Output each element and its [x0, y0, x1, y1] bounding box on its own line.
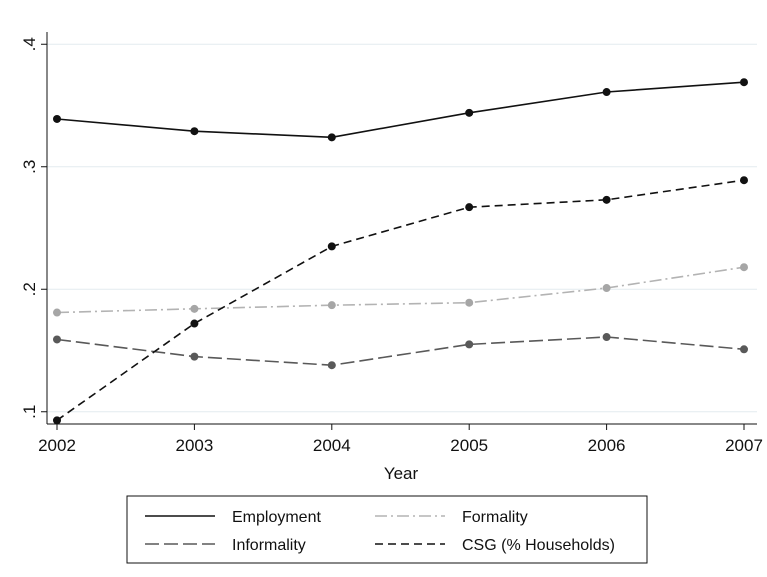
data-point-csg-households — [740, 176, 748, 185]
x-tick-label: 2004 — [313, 436, 351, 455]
y-tick-label: .4 — [20, 37, 39, 51]
y-tick-label: .1 — [20, 405, 39, 419]
data-point-employment — [602, 88, 611, 97]
x-tick-label: 2003 — [175, 436, 213, 455]
data-point-informality — [740, 345, 748, 354]
data-point-csg-households — [53, 416, 61, 425]
legend-label-informality: Informality — [232, 537, 306, 554]
gridlines — [47, 43, 757, 413]
data-point-employment — [465, 108, 474, 117]
data-point-formality — [53, 308, 61, 317]
x-tick-label: 2002 — [38, 436, 76, 455]
data-point-formality — [740, 263, 748, 272]
data-point-formality — [465, 298, 474, 307]
legend-label-formality: Formality — [462, 509, 528, 526]
data-point-csg-households — [190, 319, 199, 328]
legend-label-employment: Employment — [232, 509, 321, 526]
data-point-employment — [53, 114, 61, 123]
legend-box — [126, 495, 648, 564]
series-line-informality — [56, 336, 745, 367]
x-tick-label: 2006 — [588, 436, 626, 455]
data-point-informality — [327, 361, 336, 370]
data-point-formality — [190, 304, 199, 313]
y-tick-label: .3 — [20, 160, 39, 174]
data-point-informality — [53, 335, 61, 344]
series-lines — [53, 78, 748, 425]
data-point-csg-households — [602, 195, 611, 204]
x-tick-label: 2007 — [725, 436, 763, 455]
data-point-informality — [602, 333, 611, 342]
data-point-informality — [190, 352, 199, 361]
data-point-employment — [740, 78, 748, 87]
axes: .1 .2 .3 .4 2002 2003 2004 2005 2006 2007 — [20, 32, 763, 455]
data-point-formality — [327, 301, 336, 310]
legend: Employment Formality Informality CSG (% Hou… — [126, 495, 648, 564]
data-point-csg-households — [465, 203, 474, 212]
y-tick-label: .2 — [20, 282, 39, 296]
data-point-csg-households — [327, 242, 336, 251]
x-axis-title: Year — [384, 464, 419, 483]
data-point-formality — [602, 284, 611, 293]
data-point-employment — [327, 133, 336, 142]
series-line-formality — [56, 266, 745, 314]
x-tick-label: 2005 — [450, 436, 488, 455]
legend-label-csg-households: CSG (% Households) — [462, 537, 615, 554]
series-line-employment — [56, 81, 745, 139]
data-point-employment — [190, 127, 199, 136]
data-point-informality — [465, 340, 474, 349]
series-line-csg-households — [56, 179, 745, 421]
